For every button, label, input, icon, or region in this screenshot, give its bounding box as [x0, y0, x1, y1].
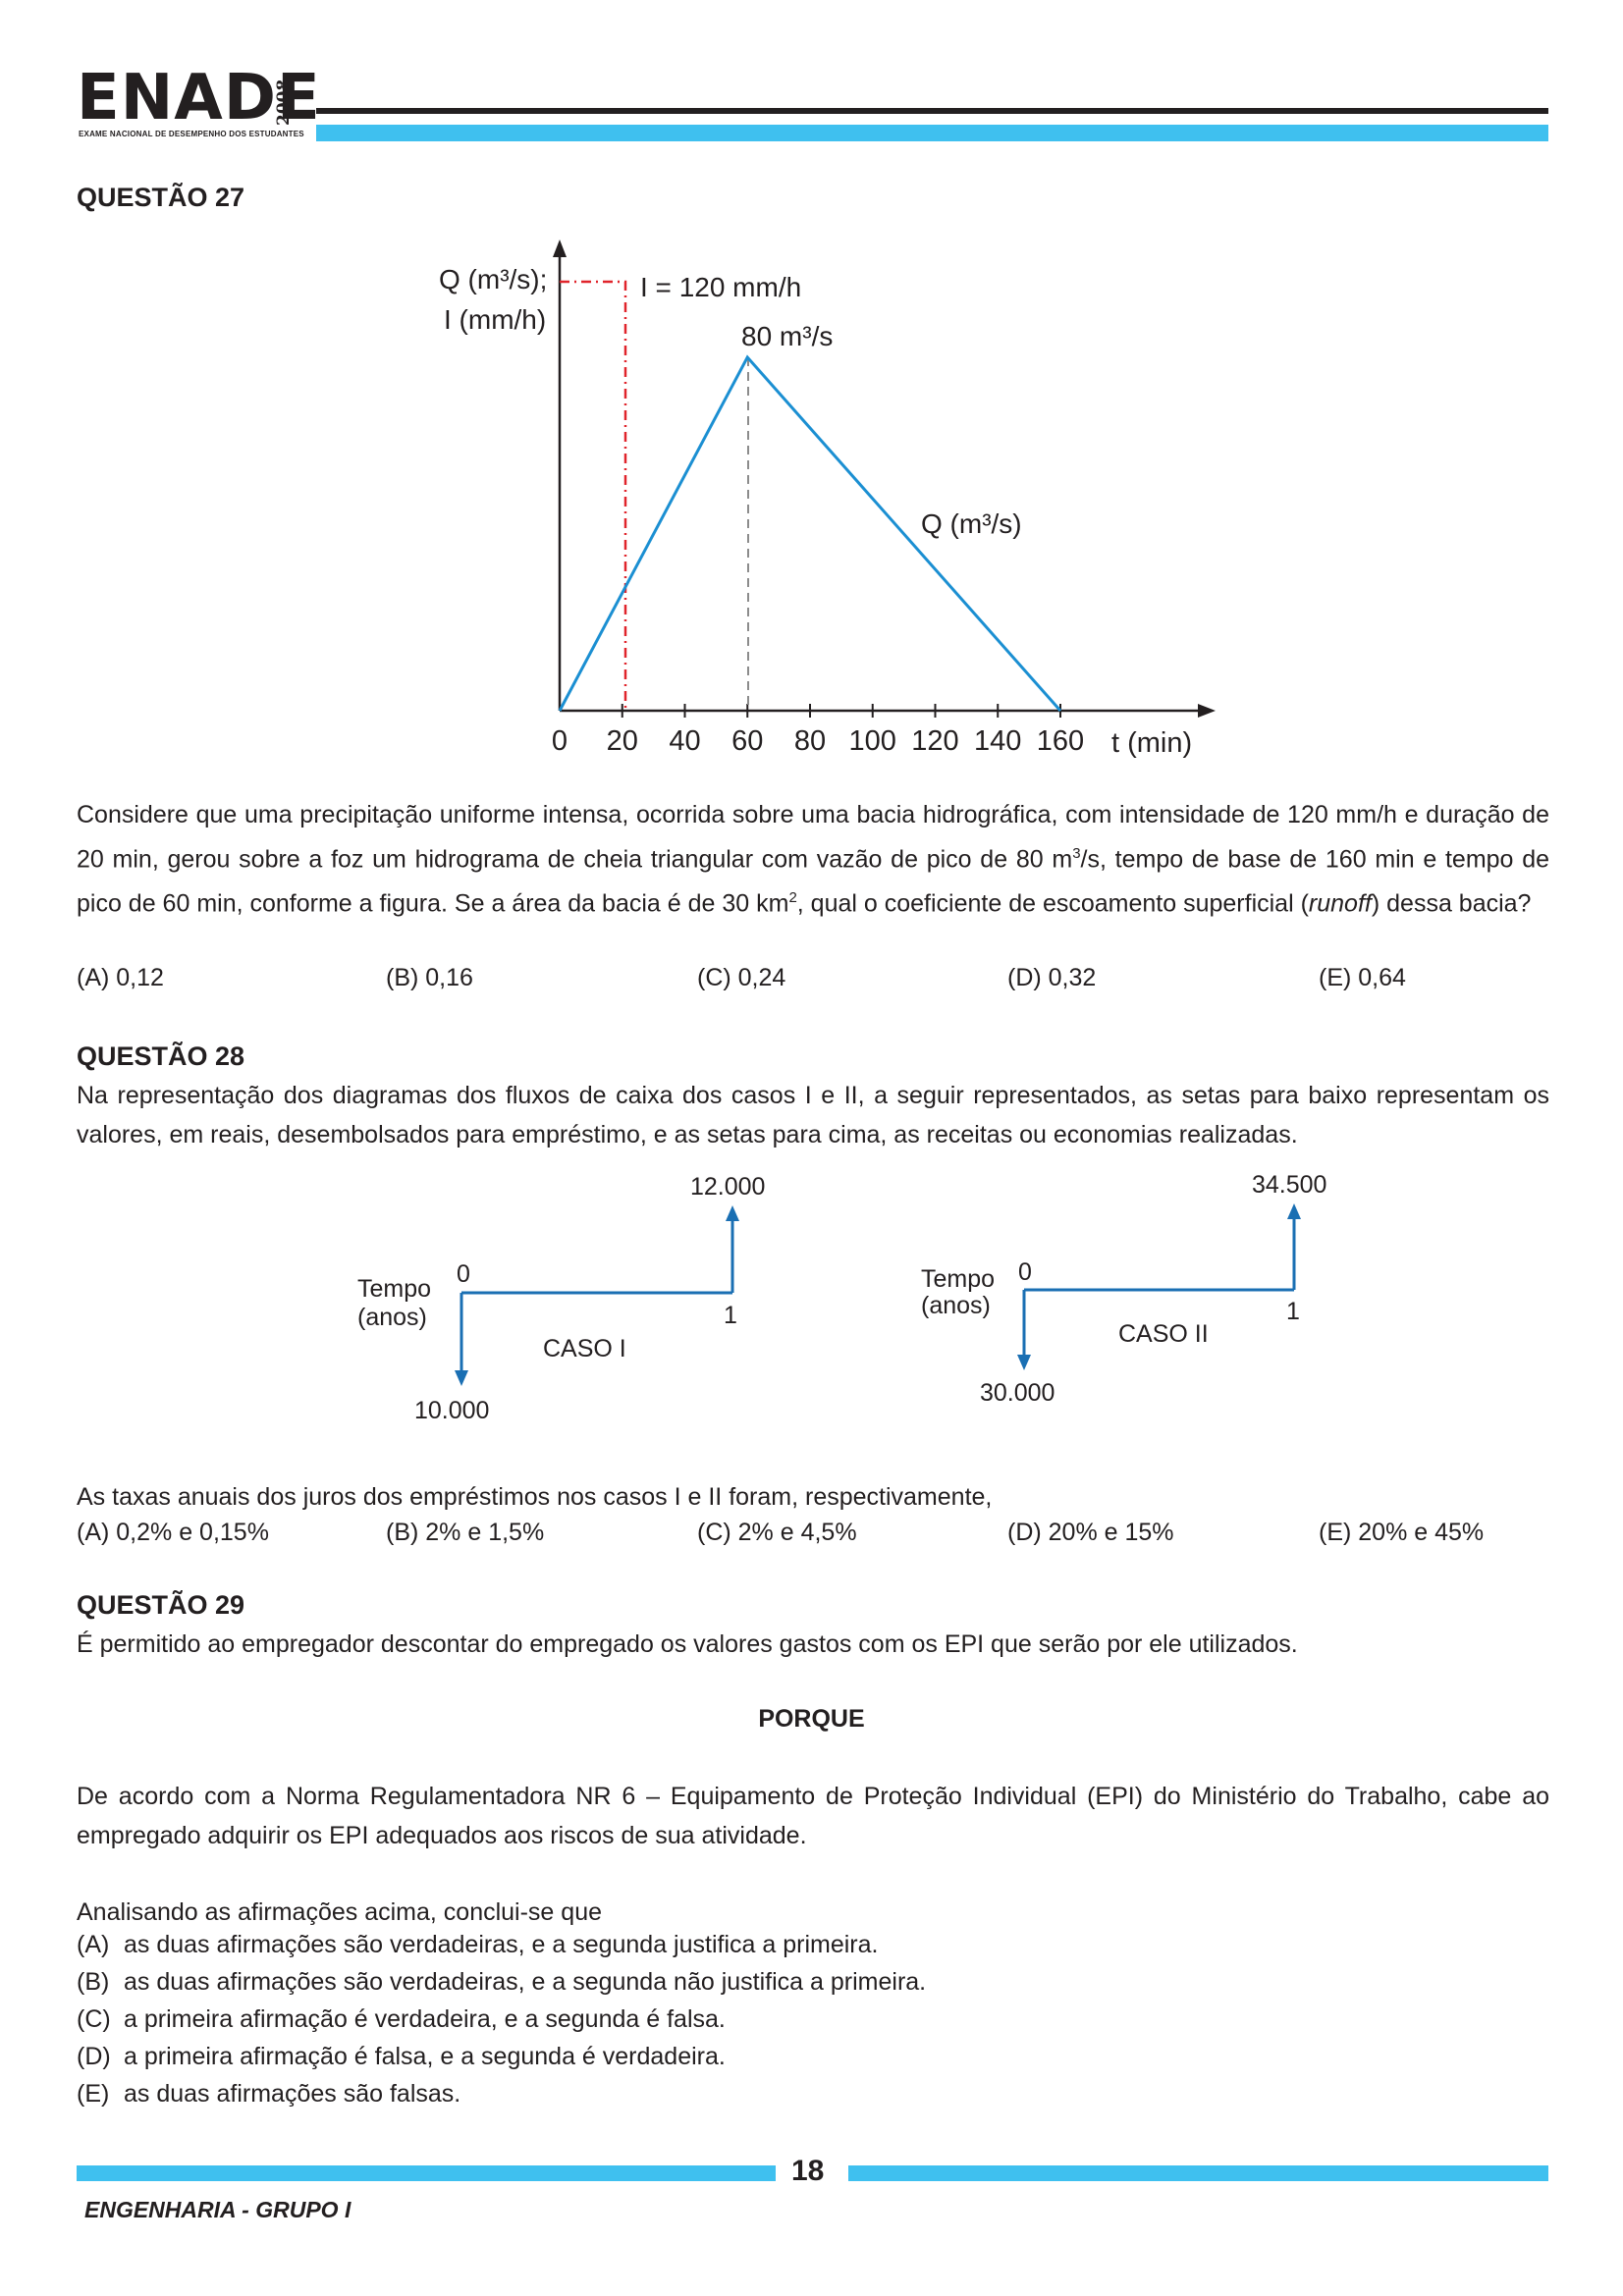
case1-t1: 1 — [724, 1302, 737, 1329]
cash-flow-case-1: Tempo (anos) 0 1 CASO I 10.000 12.000 — [357, 1173, 765, 1424]
x-axis-arrow — [1198, 704, 1216, 718]
q29-statement-2: De acordo com a Norma Regulamentadora NR… — [77, 1783, 1549, 1849]
case2-t1: 1 — [1286, 1298, 1300, 1325]
intensity-line — [560, 280, 627, 711]
case1-out-value: 10.000 — [414, 1397, 489, 1424]
q29-options-list: (A) as duas afirmações são verdadeiras, e… — [77, 1931, 926, 2117]
case2-down-arrowhead — [1017, 1355, 1031, 1370]
x-axis-ticks — [621, 704, 1061, 718]
question-28-prompt: As taxas anuais dos juros dos empréstimo… — [77, 1483, 993, 1511]
hydrograph-chart: Q (m³/s); I (mm/h) I = 120 mm/h 80 m³/s … — [439, 240, 1216, 759]
case2-time-unit: (anos) — [921, 1292, 991, 1319]
case2-time-label: Tempo — [921, 1265, 995, 1293]
question-27-title: QUESTÃO 27 — [77, 183, 245, 212]
q28-option-e[interactable]: (E) 20% e 45% — [1319, 1519, 1485, 1546]
x-tick-label-40: 40 — [669, 725, 700, 757]
question-27-text: Considere que uma precipitação uniforme … — [77, 801, 1550, 918]
case1-time-unit: (anos) — [357, 1304, 427, 1331]
q28-option-c[interactable]: (C) 2% e 4,5% — [697, 1519, 857, 1546]
case2-t0: 0 — [1018, 1258, 1032, 1286]
x-tick-label-60: 60 — [731, 725, 763, 757]
case2-name: CASO II — [1118, 1320, 1209, 1348]
footer-rule-right — [848, 2165, 1548, 2181]
x-tick-label-120: 120 — [911, 725, 958, 757]
case1-t0: 0 — [457, 1260, 470, 1288]
q29-lead: Analisando as afirmações acima, conclui-… — [77, 1898, 602, 1926]
y-axis-label-i: I (mm/h) — [444, 304, 546, 335]
y-axis-label-q: Q (m³/s); — [439, 264, 547, 294]
x-tick-label-20: 20 — [607, 725, 638, 757]
hydrograph-line — [558, 354, 1062, 712]
q29-option-e[interactable]: (E) as duas afirmações são falsas. — [77, 2080, 461, 2108]
q28-option-a[interactable]: (A) 0,2% e 0,15% — [77, 1519, 269, 1546]
y-axis-arrow — [553, 240, 567, 257]
question-29-title: QUESTÃO 29 — [77, 1590, 245, 1620]
intensity-label: I = 120 mm/h — [640, 272, 801, 302]
case1-time-label: Tempo — [357, 1275, 431, 1303]
q27-option-a[interactable]: (A) 0,12 — [77, 964, 164, 991]
q29-option-b[interactable]: (B) as duas afirmações são verdadeiras, e… — [77, 1968, 927, 1996]
header-rule-black — [316, 108, 1548, 114]
case2-up-arrowhead — [1287, 1203, 1301, 1219]
peak-label: 80 m³/s — [741, 321, 833, 351]
case2-out-value: 30.000 — [980, 1379, 1055, 1407]
case1-in-value: 12.000 — [690, 1173, 765, 1201]
q29-option-a[interactable]: (A) as duas afirmações são verdadeiras, e… — [77, 1931, 879, 1958]
x-tick-label-160: 160 — [1037, 725, 1084, 757]
cash-flow-diagrams: Tempo (anos) 0 1 CASO I 10.000 12.000 Te… — [357, 1171, 1326, 1424]
q29-option-c[interactable]: (C) a primeira afirmação é verdadeira, e … — [77, 2005, 726, 2033]
header-rule-blue — [316, 125, 1548, 141]
x-tick-label-100: 100 — [849, 725, 896, 757]
q27-option-c[interactable]: (C) 0,24 — [697, 964, 786, 991]
q27-option-d[interactable]: (D) 0,32 — [1007, 964, 1097, 991]
porque-label: PORQUE — [758, 1705, 865, 1733]
curve-label: Q (m³/s) — [921, 508, 1022, 539]
x-tick-label-80: 80 — [794, 725, 826, 757]
footer-rule-left — [77, 2165, 776, 2181]
case1-down-arrowhead — [455, 1370, 468, 1386]
cash-flow-case-2: Tempo (anos) 0 1 CASO II 30.000 34.500 — [921, 1171, 1326, 1407]
q27-option-b[interactable]: (B) 0,16 — [386, 964, 473, 991]
case2-in-value: 34.500 — [1252, 1171, 1326, 1199]
enade-logo: ENADE — [77, 62, 321, 134]
q29-statement-1: É permitido ao empregador descontar do e… — [77, 1630, 1298, 1658]
case1-name: CASO I — [543, 1335, 626, 1362]
page-number: 18 — [791, 2155, 825, 2187]
logo-subtitle: EXAME NACIONAL DE DESEMPENHO DOS ESTUDAN… — [79, 130, 304, 138]
case1-up-arrowhead — [726, 1205, 739, 1221]
x-tick-label-0: 0 — [552, 725, 568, 757]
footer-course: ENGENHARIA - GRUPO I — [84, 2197, 352, 2222]
x-axis-unit-label: t (min) — [1111, 727, 1192, 759]
q28-option-b[interactable]: (B) 2% e 1,5% — [386, 1519, 545, 1546]
question-28-text: Na representação dos diagramas dos fluxo… — [77, 1082, 1549, 1148]
question-28-title: QUESTÃO 28 — [77, 1041, 245, 1071]
q29-option-d[interactable]: (D) a primeira afirmação é falsa, e a seg… — [77, 2043, 726, 2070]
x-tick-labels: 0 20 40 60 80 100 120 140 160 — [552, 725, 1084, 757]
x-tick-label-140: 140 — [974, 725, 1021, 757]
q27-option-e[interactable]: (E) 0,64 — [1319, 964, 1406, 991]
q28-option-d[interactable]: (D) 20% e 15% — [1007, 1519, 1174, 1546]
